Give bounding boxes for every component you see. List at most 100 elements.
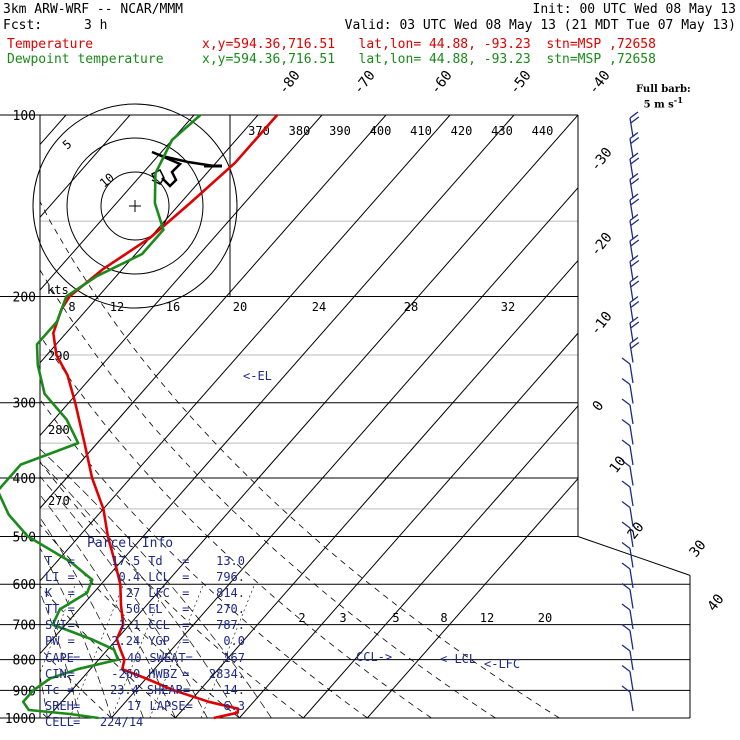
wind-barb xyxy=(629,336,640,363)
parcel-row: CIN = -260 HWBZ = 2834. xyxy=(45,666,245,682)
wind-barb-flag xyxy=(629,295,639,304)
parcel-cell: = xyxy=(182,634,190,649)
isotherm-label: -10 xyxy=(588,309,616,339)
parcel-cell: = xyxy=(182,586,190,601)
wind-barb xyxy=(621,603,634,630)
wind-barb-flag xyxy=(621,459,631,468)
hodograph-speed-label: 12 xyxy=(110,300,124,314)
parcel-cell: = xyxy=(67,602,75,617)
hodograph-ring-label: 5 xyxy=(60,137,75,152)
dewpoint-legend: Dewpoint temperature xyxy=(7,52,164,67)
wind-barb-flag xyxy=(629,152,639,160)
wind-barb xyxy=(621,562,634,589)
parcel-cell: 23.4 xyxy=(109,682,139,697)
parcel-cell: HWBZ xyxy=(148,666,178,681)
parcel-cell: EL xyxy=(148,602,163,617)
parcel-cell: SREH xyxy=(45,698,74,713)
parcel-row: TT = 50 EL = 270. xyxy=(45,601,245,617)
parcel-row: PW = 2.24 YGP = 0.0 xyxy=(45,633,245,649)
parcel-cell: SWEAT xyxy=(149,650,186,665)
wind-barb-staff xyxy=(629,302,634,322)
parcel-cell: TT xyxy=(45,602,60,617)
parcel-cell: 796. xyxy=(216,570,246,585)
parcel-cell: = xyxy=(185,650,193,665)
wind-barb-flag xyxy=(621,480,631,488)
parcel-row: SREH = 17 LAPSE = 6.3 xyxy=(45,698,245,714)
hodograph-ring xyxy=(66,137,204,275)
wind-barb-flag xyxy=(630,116,640,124)
wind-barb xyxy=(629,254,640,281)
wind-barb-flag xyxy=(621,377,631,386)
hodograph-ring-label: 10 xyxy=(97,170,117,190)
isotherm-label: -20 xyxy=(588,230,616,260)
wind-barb-flag xyxy=(621,623,631,632)
parcel-cell: 270. xyxy=(216,602,246,617)
theta-e-label: 420 xyxy=(451,124,473,138)
wind-barb-flag xyxy=(629,254,639,263)
wind-barb-staff xyxy=(629,281,634,302)
wind-barb-flag xyxy=(629,275,639,283)
parcel-cell: LFC xyxy=(148,586,170,601)
wind-barb-staff xyxy=(629,138,634,158)
wind-barb-flag xyxy=(621,603,631,611)
wind-barb-flag xyxy=(621,541,631,550)
wind-barb-flag xyxy=(630,259,640,268)
wind-barb-staff xyxy=(629,363,634,384)
parcel-cell xyxy=(143,714,184,730)
full-barb-legend: Full barb: 5 m s-1 xyxy=(636,85,691,110)
parcel-info-panel: Parcel Info T = 17.5 Td = 13.0 LI = 0.4 LCL = 796. K… xyxy=(45,536,245,730)
parcel-cell: = xyxy=(67,618,75,633)
wind-barb-staff xyxy=(629,425,634,445)
moist-adiabat xyxy=(40,296,112,718)
parcel-row: Tc = 23.4 SHEAR = 14. xyxy=(45,682,245,698)
wind-barb-staff xyxy=(629,671,634,691)
parcel-cell: 2.24 xyxy=(111,634,141,649)
parcel-cell: CCL xyxy=(148,618,170,633)
isotherm-label: -60 xyxy=(428,68,456,98)
wind-barb xyxy=(621,459,634,486)
wind-barb-flag xyxy=(621,664,631,673)
parcel-cell: = xyxy=(67,586,75,601)
moist-adiabat xyxy=(40,296,48,718)
wind-barb-staff xyxy=(629,527,634,548)
isotherm-line xyxy=(0,115,2,718)
mixing-ratio-label: 2 xyxy=(298,611,305,625)
temperature-station-info: x,y=594.36,716.51 lat,lon= 44.88, -93.23… xyxy=(202,37,656,52)
hodograph-speed-label: 20 xyxy=(233,300,247,314)
hodograph-units: kts xyxy=(47,283,69,297)
dry-adiabat xyxy=(40,115,560,718)
parcel-row: LI = 0.4 LCL = 796. xyxy=(45,569,245,585)
mixing-ratio-label: 8 xyxy=(440,611,447,625)
right-axis-slant xyxy=(577,536,691,576)
parcel-cell: Td xyxy=(148,554,163,568)
parcel-cell: 50 xyxy=(125,602,141,617)
wind-barb-staff xyxy=(629,486,634,507)
wind-barb-flag xyxy=(630,321,640,329)
isotherm-line xyxy=(238,115,690,718)
isotherm-line xyxy=(40,115,131,718)
parcel-cell: LI xyxy=(45,570,60,585)
wind-barb-flag xyxy=(621,562,631,570)
parcel-row: SVI = 1.1 CCL = 787. xyxy=(45,617,245,633)
parcel-cell: = xyxy=(73,650,81,665)
parcel-cell: 0.4 xyxy=(118,570,141,585)
parcel-cell: K xyxy=(45,586,53,601)
mixing-ratio-label: 20 xyxy=(538,611,552,625)
wind-barb-staff xyxy=(629,548,634,568)
valid-time: Valid: 03 UTC Wed 08 May 13 (21 MDT Tue … xyxy=(344,18,736,33)
grid-lines xyxy=(0,115,690,718)
wind-barb xyxy=(621,521,634,548)
pressure-tick-label: 800 xyxy=(13,654,36,669)
parcel-cell: = xyxy=(67,554,75,568)
wind-barb-flag xyxy=(630,239,640,247)
wind-barb-staff xyxy=(629,630,634,650)
hodograph-trace-low xyxy=(150,168,165,185)
wind-barb xyxy=(621,664,634,691)
parcel-cell: 0.0 xyxy=(223,634,246,649)
isotherm-label: 20 xyxy=(625,519,648,542)
wind-barb-flag xyxy=(621,500,631,509)
hodograph-speed-label: 8 xyxy=(68,300,75,314)
pressure-tick-label: 1000 xyxy=(5,712,36,727)
full-barb-exponent: -1 xyxy=(673,95,684,105)
full-barb-unit: 5 m s-1 xyxy=(636,95,691,110)
